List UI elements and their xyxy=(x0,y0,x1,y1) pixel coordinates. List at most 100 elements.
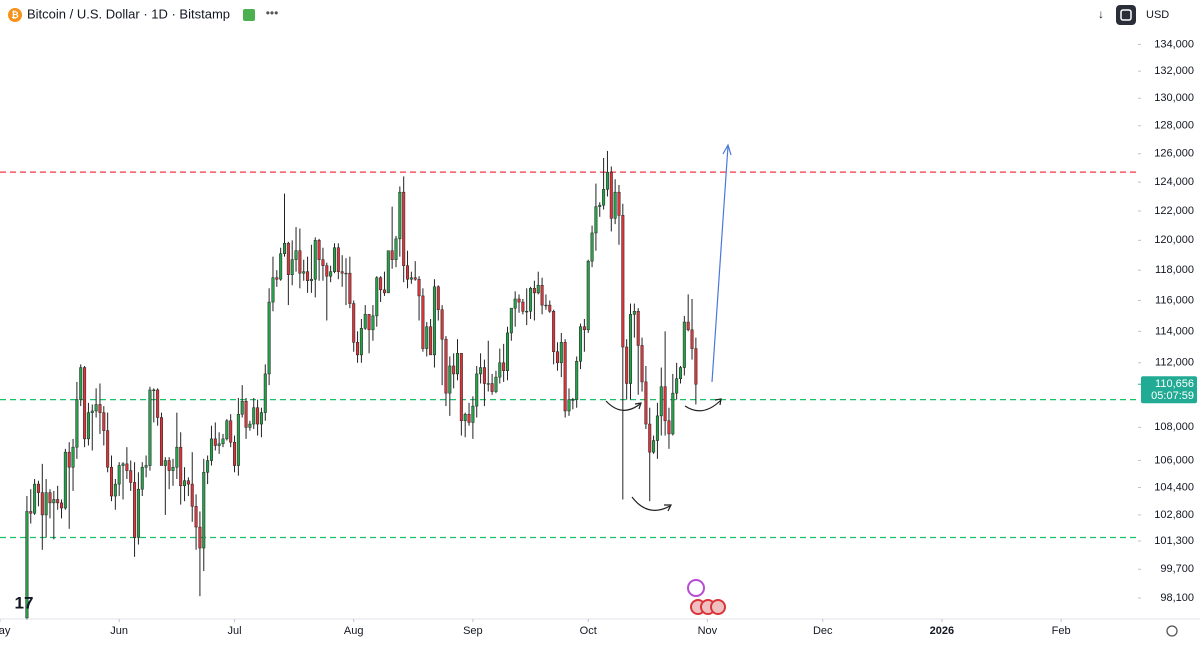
candle-body xyxy=(544,304,548,307)
candle-body xyxy=(552,310,556,352)
candle-body xyxy=(694,348,698,385)
candle-body xyxy=(371,315,375,331)
candle-body xyxy=(440,309,444,340)
y-tick-label: 114,000 xyxy=(1155,325,1194,337)
candle-body xyxy=(525,310,529,313)
event-icon[interactable] xyxy=(687,579,705,597)
candle-body xyxy=(421,295,425,349)
down-icon[interactable]: ↓ xyxy=(1098,7,1104,21)
candle-body xyxy=(632,310,636,315)
candle-body xyxy=(675,378,679,394)
candle-body xyxy=(167,460,171,471)
candle-body xyxy=(190,483,194,507)
candle-body xyxy=(40,492,44,516)
candle-body xyxy=(590,232,594,262)
candle-body xyxy=(179,446,183,487)
candle-body xyxy=(140,466,144,490)
candle-body xyxy=(678,367,682,379)
candle-body xyxy=(286,243,290,275)
candle-body xyxy=(356,342,360,356)
candle-body xyxy=(309,278,313,281)
candle-body xyxy=(94,404,98,412)
candle-body xyxy=(363,314,367,329)
y-tick-label: 126,000 xyxy=(1154,148,1194,160)
last-price-label: 110,656 xyxy=(1155,378,1194,390)
more-icon[interactable]: ••• xyxy=(266,6,279,20)
candle-body xyxy=(452,365,456,375)
candle-body xyxy=(90,410,94,413)
candle-body xyxy=(198,526,202,549)
curve-arrow-head xyxy=(714,398,722,406)
candle-body xyxy=(279,253,283,280)
candle-body xyxy=(379,277,383,291)
candle-body xyxy=(482,367,486,384)
candle-body xyxy=(471,405,475,423)
candle-body xyxy=(306,271,310,281)
candle-body xyxy=(263,373,267,413)
settings-icon[interactable] xyxy=(1166,625,1178,637)
candle-body xyxy=(144,465,148,468)
candle-body xyxy=(25,511,29,619)
candle-body xyxy=(275,277,279,280)
x-tick-label: May xyxy=(0,625,11,637)
candle-body xyxy=(617,191,621,216)
candle-body xyxy=(529,288,533,312)
candle-body xyxy=(294,250,298,260)
candle-body xyxy=(417,278,421,297)
curve-arrow-head xyxy=(634,402,642,410)
candle-body xyxy=(236,413,240,466)
candle-body xyxy=(505,332,509,371)
trend-arrow xyxy=(711,145,729,383)
x-tick-label: 2026 xyxy=(930,625,954,637)
candle-body xyxy=(332,247,336,272)
candle-body xyxy=(540,285,544,306)
y-tick-label: 130,000 xyxy=(1154,92,1194,104)
candle-body xyxy=(159,417,163,466)
x-tick-label: Jun xyxy=(110,625,128,637)
candle-body xyxy=(429,326,433,356)
tv-logo[interactable]: 17 xyxy=(15,593,34,612)
candle-body xyxy=(317,240,321,260)
x-tick-label: Oct xyxy=(580,625,597,637)
candle-body xyxy=(375,277,379,317)
candle-body xyxy=(390,250,394,260)
candle-body xyxy=(113,483,117,497)
y-tick-label: 128,000 xyxy=(1154,120,1194,132)
candle-body xyxy=(671,392,675,435)
candle-body xyxy=(271,277,275,303)
y-tick-label: 132,000 xyxy=(1154,65,1194,77)
candle-body xyxy=(425,326,429,349)
event-icon[interactable] xyxy=(710,599,726,615)
candle-body xyxy=(71,446,75,468)
candle-body xyxy=(605,171,609,190)
candle-body xyxy=(382,289,386,294)
candle-body xyxy=(102,412,106,431)
candle-body xyxy=(163,460,167,466)
candle-body xyxy=(240,400,244,415)
curve-arrow xyxy=(684,399,722,412)
candle-body xyxy=(409,277,413,280)
candle-body xyxy=(121,463,125,466)
candle-body xyxy=(571,399,575,401)
candle-body xyxy=(613,191,617,219)
candle-body xyxy=(44,492,48,516)
coin-icon-text: ₿ xyxy=(11,10,18,20)
flag-icon[interactable] xyxy=(243,9,255,21)
y-tick-label: 134,000 xyxy=(1154,38,1194,50)
candle-body xyxy=(48,492,52,504)
candle-body xyxy=(609,171,613,219)
y-tick-label: 112,000 xyxy=(1155,357,1194,369)
curve-arrow xyxy=(631,496,671,511)
candle-body xyxy=(136,488,140,538)
currency[interactable]: USD xyxy=(1146,9,1169,21)
candle-body xyxy=(652,440,656,453)
layout-button[interactable] xyxy=(1116,5,1136,25)
candle-body xyxy=(213,438,217,446)
candle-body xyxy=(690,329,694,349)
curve-arrow xyxy=(605,400,641,411)
candle-body xyxy=(436,286,440,310)
candle-body xyxy=(148,389,152,466)
symbol-title[interactable]: Bitcoin / U.S. Dollar · 1D · Bitstamp xyxy=(27,6,230,21)
candle-body xyxy=(133,482,137,538)
candle-body xyxy=(386,250,390,294)
